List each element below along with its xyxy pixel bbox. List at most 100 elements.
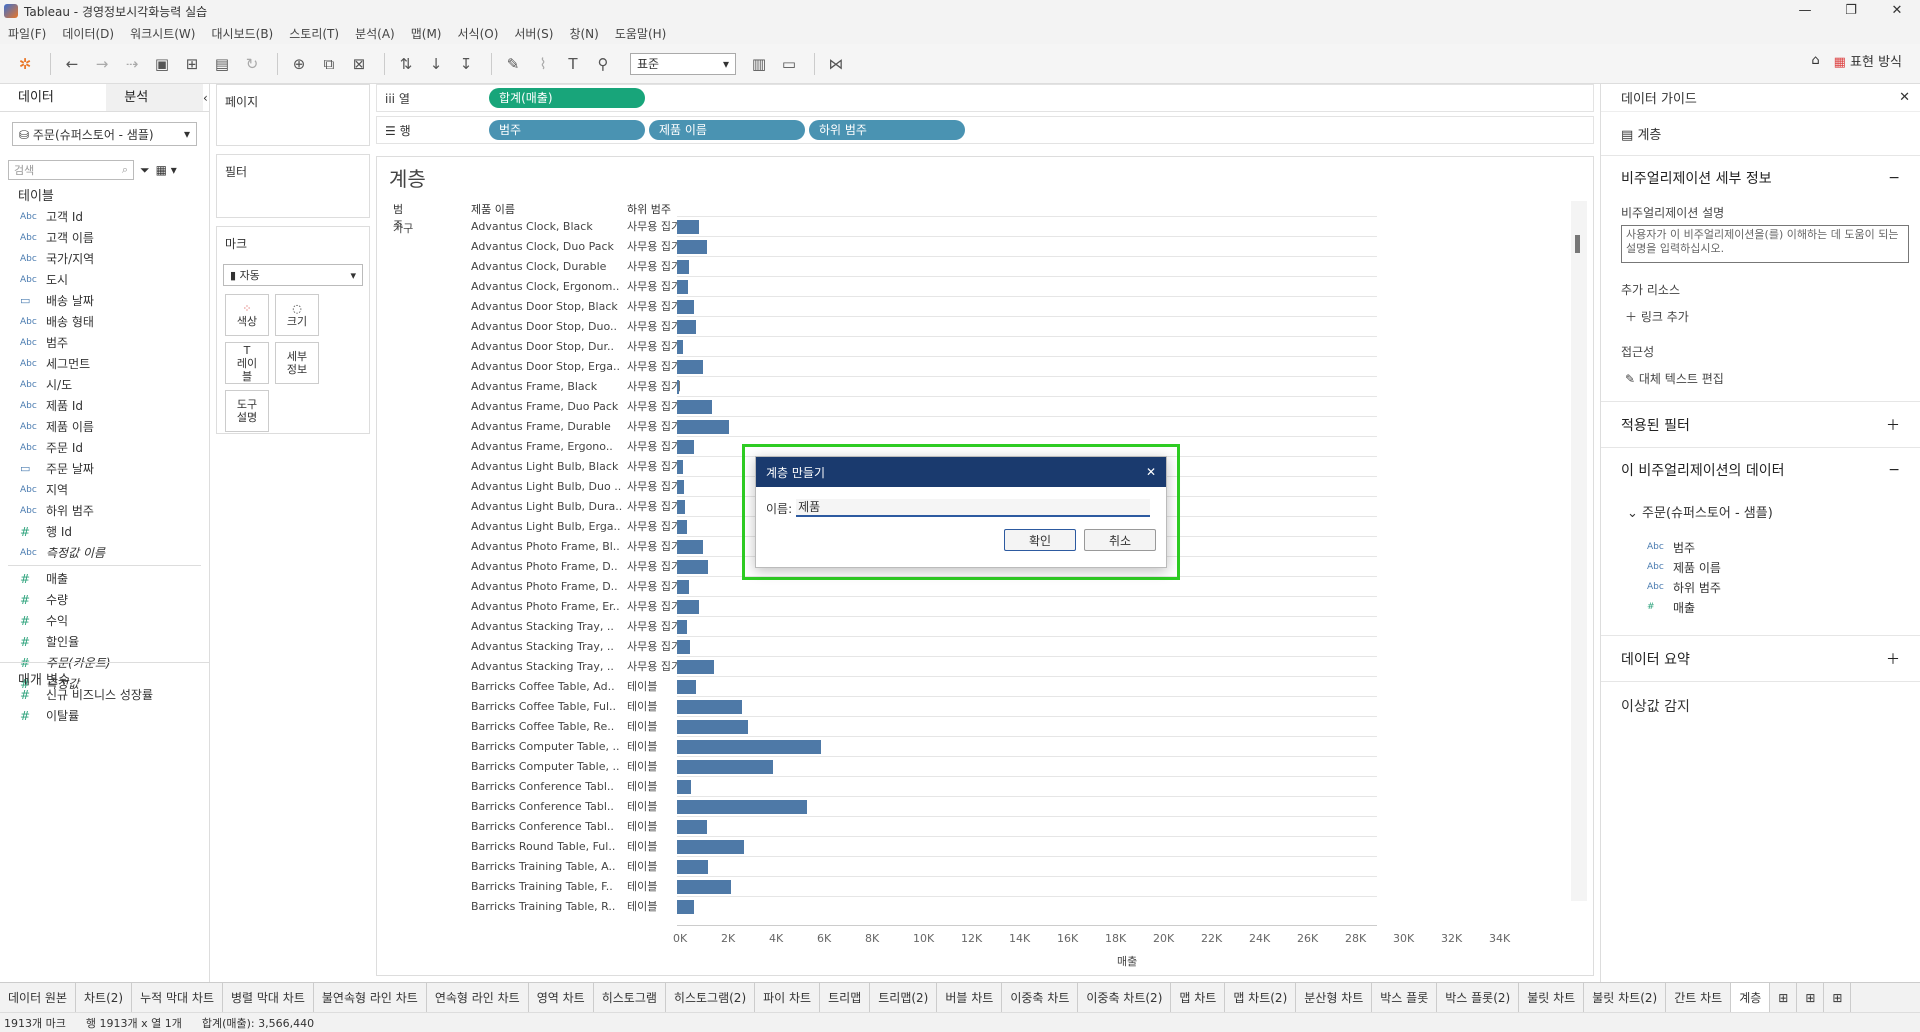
- field-item[interactable]: # 수익: [0, 610, 209, 631]
- field-item[interactable]: # 이탈률: [0, 705, 209, 726]
- label-button[interactable]: T 레이블: [225, 342, 269, 384]
- sheet-tab[interactable]: 간트 차트: [1666, 982, 1732, 1013]
- close-window-icon[interactable]: ✕: [1891, 3, 1903, 18]
- bar-mark[interactable]: [677, 720, 748, 734]
- cards-icon[interactable]: ▥: [751, 54, 767, 73]
- field-item[interactable]: Abc 고객 Id: [0, 206, 209, 227]
- bar-mark[interactable]: [677, 500, 686, 514]
- edit-alt-text-button[interactable]: ✎ 대체 텍스트 편집: [1625, 372, 1724, 386]
- field-item[interactable]: ▭ 주문 날짜: [0, 458, 209, 479]
- bar-mark[interactable]: [677, 620, 687, 634]
- field-item[interactable]: # 측정값: [0, 673, 209, 694]
- new-dashboard-icon[interactable]: ⊞: [1797, 982, 1825, 1013]
- bar-mark[interactable]: [677, 440, 694, 454]
- close-icon[interactable]: ✕: [1899, 90, 1910, 105]
- menu-item[interactable]: 분석(A): [355, 26, 395, 41]
- field-item[interactable]: Abc 국가/지역: [0, 248, 209, 269]
- field-item[interactable]: Abc 배송 형태: [0, 311, 209, 332]
- sheet-tab[interactable]: 이중축 차트: [1002, 982, 1079, 1013]
- sheet-tab[interactable]: 히스토그램(2): [666, 982, 756, 1013]
- menu-item[interactable]: 맵(M): [410, 26, 442, 41]
- datasource-select[interactable]: ⛁ 주문(슈퍼스토어 - 샘플) ▾: [12, 122, 197, 146]
- bar-mark[interactable]: [677, 680, 697, 694]
- sheet-tab[interactable]: 맵 차트(2): [1225, 982, 1297, 1013]
- field-item[interactable]: # 행 Id: [0, 521, 209, 542]
- pause-updates-icon[interactable]: ▤: [214, 54, 230, 73]
- pin-icon[interactable]: ⚲: [597, 54, 609, 73]
- pages-card[interactable]: 페이지: [216, 84, 370, 146]
- menu-item[interactable]: 창(N): [569, 26, 599, 41]
- highlight-icon[interactable]: ✎: [506, 54, 520, 73]
- ok-button[interactable]: 확인: [1004, 529, 1076, 551]
- bar-mark[interactable]: [677, 520, 687, 534]
- field-item[interactable]: ▭ 배송 날짜: [0, 290, 209, 311]
- view-options-icon[interactable]: ▦ ▾: [155, 163, 177, 177]
- sort-descending-icon[interactable]: ↧: [459, 54, 473, 73]
- filters-card[interactable]: 필터: [216, 154, 370, 218]
- datasource-tree-item[interactable]: ⌄ 주문(슈퍼스토어 - 샘플): [1627, 506, 1773, 521]
- show-me-button[interactable]: ▦ 표현 방식: [1833, 55, 1902, 70]
- presentation-icon[interactable]: ▭: [781, 54, 797, 73]
- fit-select[interactable]: 표준 ▾: [630, 52, 736, 75]
- field-item[interactable]: Abc 도시: [0, 269, 209, 290]
- group-icon[interactable]: ⌇: [539, 54, 547, 73]
- bar-mark[interactable]: [677, 840, 745, 854]
- hierarchy-name-input[interactable]: 제품: [796, 499, 1151, 517]
- save-icon[interactable]: ▣: [154, 54, 170, 73]
- refresh-icon[interactable]: ↻: [245, 54, 259, 73]
- tab-data[interactable]: 데이터: [18, 90, 54, 105]
- field-item[interactable]: Abc 제품 Id: [0, 395, 209, 416]
- sheet-tab[interactable]: 불릿 차트: [1519, 982, 1585, 1013]
- sort-ascending-icon[interactable]: ↓: [429, 54, 443, 73]
- bar-mark[interactable]: [677, 380, 679, 394]
- row-pill[interactable]: 제품 이름: [649, 120, 805, 140]
- sheet-tab[interactable]: 차트(2): [76, 982, 133, 1013]
- sheet-tab[interactable]: 트리맵: [820, 982, 871, 1013]
- close-icon[interactable]: ✕: [1145, 465, 1156, 479]
- bar-mark[interactable]: [677, 820, 707, 834]
- bar-mark[interactable]: [677, 260, 689, 274]
- bar-mark[interactable]: [677, 700, 742, 714]
- bar-mark[interactable]: [677, 660, 715, 674]
- menu-item[interactable]: 서버(S): [514, 26, 554, 41]
- vertical-scrollbar[interactable]: [1571, 201, 1587, 901]
- share-icon[interactable]: ⋈: [828, 54, 844, 73]
- add-link-button[interactable]: ＋ 링크 추가: [1625, 310, 1689, 324]
- new-worksheet-icon[interactable]: ⊕: [292, 54, 306, 73]
- sheet-tab[interactable]: 박스 플롯(2): [1437, 982, 1520, 1013]
- menu-item[interactable]: 스토리(T): [289, 26, 340, 41]
- sheet-tab[interactable]: 누적 막대 차트: [132, 982, 223, 1013]
- bar-mark[interactable]: [677, 320, 697, 334]
- bar-mark[interactable]: [677, 760, 773, 774]
- bar-mark[interactable]: [677, 360, 704, 374]
- color-button[interactable]: ⁘ 색상: [225, 294, 269, 336]
- bar-mark[interactable]: [677, 800, 807, 814]
- field-item[interactable]: Abc 제품 이름: [0, 416, 209, 437]
- sheet-tab[interactable]: 맵 차트: [1171, 982, 1226, 1013]
- sheet-tab[interactable]: 불릿 차트(2): [1584, 982, 1667, 1013]
- show-labels-icon[interactable]: T: [568, 54, 578, 73]
- bar-mark[interactable]: [677, 480, 685, 494]
- field-item[interactable]: # 신규 비즈니스 성장률: [0, 684, 209, 705]
- swap-icon[interactable]: ⇅: [399, 54, 413, 73]
- bar-mark[interactable]: [677, 240, 707, 254]
- bar-mark[interactable]: [677, 780, 692, 794]
- bar-mark[interactable]: [677, 640, 691, 654]
- sheet-tab[interactable]: 트리맵(2): [870, 982, 938, 1013]
- bar-mark[interactable]: [677, 540, 704, 554]
- expand-icon[interactable]: ＋: [1886, 417, 1900, 434]
- field-item[interactable]: Abc 주문 Id: [0, 437, 209, 458]
- expand-icon[interactable]: ＋: [1886, 651, 1900, 668]
- bar-mark[interactable]: [677, 560, 709, 574]
- tooltip-button[interactable]: 도구 설명: [225, 390, 269, 432]
- size-button[interactable]: ◌ 크기: [275, 294, 319, 336]
- menu-item[interactable]: 서식(O): [457, 26, 499, 41]
- bar-mark[interactable]: [677, 300, 694, 314]
- menu-item[interactable]: 데이터(D): [62, 26, 115, 41]
- clear-sheet-icon[interactable]: ⊠: [352, 54, 366, 73]
- undo-icon[interactable]: ←: [65, 54, 79, 73]
- field-item[interactable]: # 할인율: [0, 631, 209, 652]
- bar-mark[interactable]: [677, 460, 683, 474]
- description-input[interactable]: 사용자가 이 비주얼리제이션을(를) 이해하는 데 도움이 되는 설명을 입력하…: [1621, 225, 1909, 263]
- field-item[interactable]: Abc 범주: [0, 332, 209, 353]
